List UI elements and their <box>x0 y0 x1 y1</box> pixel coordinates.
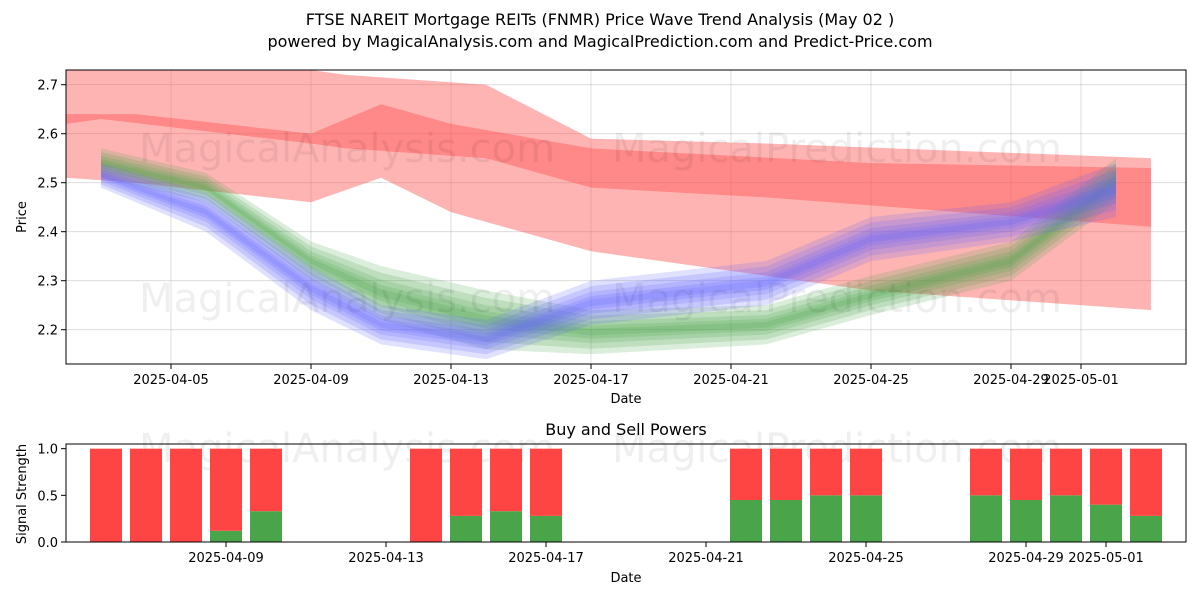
price-x-tick-label: 2025-04-13 <box>413 373 489 388</box>
price-bands <box>66 70 1151 360</box>
price-y-tick-label: 2.5 <box>37 177 58 192</box>
price-x-tick-label: 2025-04-29 <box>973 373 1049 388</box>
bar-y-ticks: 0.0 0.5 1.0 <box>37 443 66 551</box>
watermark-bottom-left: MagicalAnalysis.com <box>139 426 555 472</box>
buy-bar <box>1010 500 1042 542</box>
green-band-2-layer-1 <box>101 152 1116 349</box>
buy-bar <box>770 500 802 542</box>
price-x-axis-label: Date <box>610 392 641 407</box>
price-y-ticks: 2.2 2.3 2.4 2.5 2.6 2.7 <box>37 79 66 339</box>
bar-x-axis-label: Date <box>610 571 641 586</box>
bar-x-tick-label: 2025-04-21 <box>668 551 744 566</box>
sell-bar <box>1010 448 1042 500</box>
sell-bar <box>1130 448 1162 516</box>
buy-sell-chart: Buy and Sell Powers MagicalAnalysis.com … <box>15 420 1187 586</box>
buy-sell-title: Buy and Sell Powers <box>545 420 707 439</box>
bar-x-tick-label: 2025-04-25 <box>828 551 904 566</box>
buy-bar <box>530 515 562 542</box>
sell-bar <box>970 448 1002 496</box>
sell-bar <box>450 448 482 516</box>
bar-x-tick-label: 2025-04-13 <box>348 551 424 566</box>
sell-bar <box>770 448 802 500</box>
sell-bar <box>530 448 562 516</box>
price-plot-frame <box>65 69 1187 365</box>
blue-band-3-layer-2 <box>101 169 1116 350</box>
signal-bars <box>90 448 1162 542</box>
price-x-ticks: 2025-04-05 2025-04-09 2025-04-13 2025-04-17… <box>133 364 1119 388</box>
sell-bar <box>410 448 442 542</box>
price-x-tick-label: 2025-04-05 <box>133 373 209 388</box>
sell-bar <box>1090 448 1122 505</box>
main-chart-title: FTSE NAREIT Mortgage REITs (FNMR) Price … <box>306 10 895 29</box>
price-y-tick-label: 2.6 <box>37 128 58 143</box>
bar-y-axis-label: Signal Strength <box>15 444 30 544</box>
sell-bar <box>850 448 882 496</box>
main-chart-subtitle: powered by MagicalAnalysis.com and Magic… <box>267 32 932 51</box>
sell-bar <box>90 448 122 542</box>
sell-bar <box>210 448 242 531</box>
buy-bar <box>210 530 242 542</box>
bar-x-tick-label: 2025-04-09 <box>188 551 264 566</box>
buy-bar <box>810 495 842 542</box>
buy-bar <box>450 515 482 542</box>
bar-y-tick-label: 1.0 <box>37 443 58 458</box>
bar-y-tick-label: 0.0 <box>37 536 58 551</box>
buy-bar <box>250 511 282 542</box>
bar-y-tick-label: 0.5 <box>37 489 58 504</box>
bar-x-ticks: 2025-04-09 2025-04-13 2025-04-17 2025-04-21… <box>188 542 1144 566</box>
green-band-2-layer-0 <box>101 148 1116 355</box>
price-y-tick-label: 2.3 <box>37 275 58 290</box>
buy-bar <box>490 511 522 542</box>
bar-x-tick-label: 2025-04-17 <box>508 551 584 566</box>
price-y-axis-label: Price <box>15 201 30 233</box>
watermark-top-right: MagicalPrediction.com <box>612 126 1062 172</box>
buy-bar <box>970 495 1002 542</box>
price-grid <box>66 70 1186 364</box>
sell-bar <box>490 448 522 512</box>
bar-plot-frame <box>65 443 1187 543</box>
price-y-tick-label: 2.7 <box>37 79 58 94</box>
sell-bar <box>130 448 162 542</box>
price-x-tick-label: 2025-04-17 <box>553 373 629 388</box>
buy-bar <box>850 495 882 542</box>
sell-bar <box>810 448 842 496</box>
band-layer <box>66 70 1151 360</box>
watermark-top-left: MagicalAnalysis.com <box>139 126 555 172</box>
price-x-tick-label: 2025-04-09 <box>273 373 349 388</box>
price-wave-chart: MagicalAnalysis.com MagicalPrediction.co… <box>15 69 1187 407</box>
red-band-0-layer-0 <box>66 70 1151 227</box>
red-band-1-layer-0 <box>66 104 1151 311</box>
buy-bar <box>1050 495 1082 542</box>
price-y-tick-label: 2.4 <box>37 226 58 241</box>
blue-band-3-layer-0 <box>101 163 1116 360</box>
buy-bar <box>1130 515 1162 542</box>
buy-bar <box>1090 504 1122 542</box>
sell-bar <box>170 448 202 542</box>
price-y-tick-label: 2.2 <box>37 324 58 339</box>
bar-x-tick-label: 2025-05-01 <box>1068 551 1144 566</box>
watermark-mid-left: MagicalAnalysis.com <box>139 276 555 322</box>
price-watermarks: MagicalAnalysis.com MagicalPrediction.co… <box>139 126 1062 322</box>
sell-bar <box>1050 448 1082 496</box>
bar-x-tick-label: 2025-04-29 <box>988 551 1064 566</box>
blue-band-3-layer-1 <box>101 166 1116 355</box>
price-x-tick-label: 2025-04-25 <box>833 373 909 388</box>
sell-bar <box>730 448 762 500</box>
buy-bar <box>730 500 762 542</box>
green-band-2-layer-3 <box>101 158 1116 339</box>
watermark-mid-right: MagicalPrediction.com <box>612 276 1062 322</box>
sell-bar <box>250 448 282 512</box>
green-band-2-layer-2 <box>101 155 1116 344</box>
price-x-tick-label: 2025-05-01 <box>1043 373 1119 388</box>
price-x-tick-label: 2025-04-21 <box>693 373 769 388</box>
